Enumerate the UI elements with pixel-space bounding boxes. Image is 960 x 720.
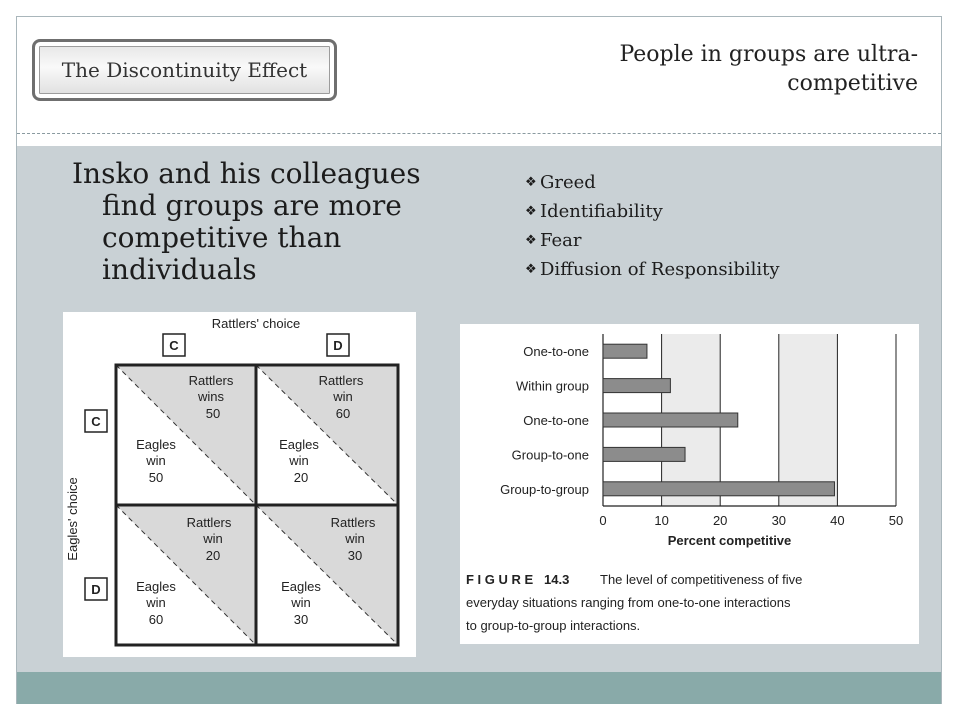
category-label: Group-to-group xyxy=(500,482,589,497)
rattlers-payoff-label: Rattlers xyxy=(331,515,376,530)
eagles-payoff-value: 30 xyxy=(294,612,308,627)
cell-diagonal xyxy=(115,504,257,646)
x-tick-label: 10 xyxy=(654,513,668,528)
row-header-d: D xyxy=(91,582,100,597)
payoff-matrix-svg: Rattlers' choice C D Eagles' choice C D … xyxy=(65,316,400,647)
bullet-label: Diffusion of Responsibility xyxy=(540,259,780,280)
column-header-c: C xyxy=(169,338,179,353)
row-header-box xyxy=(84,577,108,601)
x-axis-title: Percent competitive xyxy=(668,533,792,548)
column-header-box xyxy=(162,333,186,357)
bullet-label: Greed xyxy=(540,172,596,193)
payoff-matrix-figure: Rattlers' choice C D Eagles' choice C D … xyxy=(63,312,416,657)
competitiveness-chart: One-to-one Within group One-to-one Group-to… xyxy=(466,334,903,633)
cell-diagonal xyxy=(255,364,399,506)
row-header-box xyxy=(84,409,108,433)
category-label: Within group xyxy=(516,379,589,394)
eagles-payoff-value: 60 xyxy=(149,612,163,627)
category-label: One-to-one xyxy=(523,344,589,359)
x-tick-label: 50 xyxy=(889,513,903,528)
bullet-item: ❖ Greed xyxy=(525,168,780,197)
eagles-payoff-label: Eagles xyxy=(136,579,176,594)
bullet-item: ❖ Diffusion of Responsibility xyxy=(525,255,780,284)
eagles-payoff-label: Eagles xyxy=(279,437,319,452)
column-header-box xyxy=(326,333,350,357)
rattlers-payoff-label: Rattlers xyxy=(319,373,364,388)
eagles-payoff-value: 50 xyxy=(149,470,163,485)
eagles-payoff-label: Eagles xyxy=(281,579,321,594)
bullet-item: ❖ Fear xyxy=(525,226,780,255)
bar xyxy=(602,412,739,428)
grid-band xyxy=(778,334,838,506)
row-title: Eagles' choice xyxy=(65,477,80,560)
x-tick-label: 0 xyxy=(599,513,606,528)
row-header-c: C xyxy=(91,414,101,429)
rattlers-payoff-label: Rattlers xyxy=(187,515,232,530)
category-label: Group-to-one xyxy=(512,447,589,462)
rattlers-payoff-value: 50 xyxy=(206,406,220,421)
bullet-item: ❖ Identifiability xyxy=(525,197,780,226)
title-box: The Discontinuity Effect xyxy=(32,39,337,101)
eagles-payoff-verb: win xyxy=(290,595,311,610)
bar xyxy=(602,343,648,359)
x-tick-label: 40 xyxy=(830,513,844,528)
bar xyxy=(602,446,686,462)
column-header-d: D xyxy=(333,338,342,353)
rattlers-payoff-verb: wins xyxy=(197,389,225,404)
diamond-bullet-icon: ❖ xyxy=(525,233,537,248)
main-statement: Insko and his colleagues find groups are… xyxy=(72,157,421,286)
bullet-label: Fear xyxy=(540,230,582,251)
cell-diagonal xyxy=(255,504,399,646)
bar xyxy=(602,378,671,394)
x-tick-label: 20 xyxy=(713,513,727,528)
slide-title: The Discontinuity Effect xyxy=(61,58,308,82)
diamond-bullet-icon: ❖ xyxy=(525,262,537,277)
rattlers-payoff-label: Rattlers xyxy=(189,373,234,388)
figure-label: F I G U R E 14.3 xyxy=(466,572,569,587)
rattlers-payoff-verb: win xyxy=(332,389,353,404)
diamond-bullet-icon: ❖ xyxy=(525,175,537,190)
figure-caption-line: everyday situations ranging from one-to-… xyxy=(466,595,791,610)
eagles-payoff-verb: win xyxy=(145,453,166,468)
rattlers-payoff-verb: win xyxy=(202,531,223,546)
competitiveness-chart-figure: One-to-one Within group One-to-one Group-to… xyxy=(460,324,919,644)
cell-diagonal xyxy=(115,364,257,506)
slide-subtitle: People in groups are ultra-competitive xyxy=(619,42,918,96)
bullet-list: ❖ Greed ❖ Identifiability ❖ Fear ❖ Diffusion… xyxy=(525,168,780,284)
rattlers-payoff-value: 30 xyxy=(348,548,362,563)
column-title: Rattlers' choice xyxy=(212,316,300,331)
bullet-label: Identifiability xyxy=(540,201,663,222)
footer-bar xyxy=(17,672,941,704)
figure-caption-line: to group-to-group interactions. xyxy=(466,618,640,633)
eagles-payoff-verb: win xyxy=(145,595,166,610)
x-tick-label: 30 xyxy=(772,513,786,528)
eagles-payoff-value: 20 xyxy=(294,470,308,485)
category-label: One-to-one xyxy=(523,413,589,428)
rattlers-payoff-value: 60 xyxy=(336,406,350,421)
rattlers-payoff-verb: win xyxy=(344,531,365,546)
eagles-payoff-verb: win xyxy=(288,453,309,468)
diamond-bullet-icon: ❖ xyxy=(525,204,537,219)
figure-caption-line: The level of competitiveness of five xyxy=(600,572,802,587)
rattlers-payoff-value: 20 xyxy=(206,548,220,563)
eagles-payoff-label: Eagles xyxy=(136,437,176,452)
bar xyxy=(602,481,835,497)
